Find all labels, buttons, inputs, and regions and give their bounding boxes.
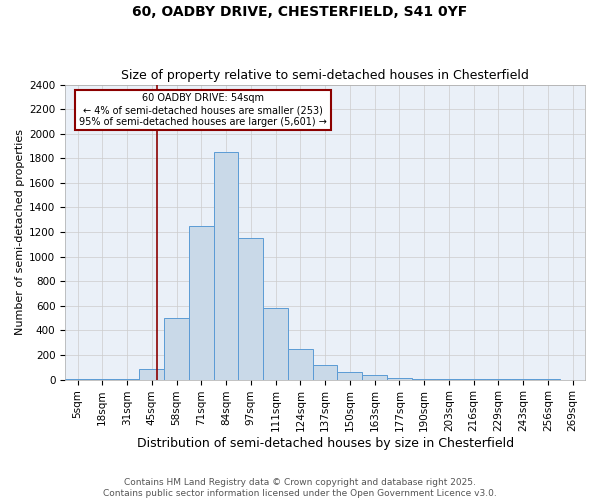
Bar (337, 372, 362, 380)
Bar (189, 226, 214, 380)
Text: 60, OADBY DRIVE, CHESTERFIELD, S41 0YF: 60, OADBY DRIVE, CHESTERFIELD, S41 0YF (133, 5, 467, 19)
Bar (362, 376, 387, 380)
Bar (214, 152, 238, 380)
Bar (412, 379, 436, 380)
Bar (313, 365, 337, 380)
Bar (263, 308, 288, 380)
Bar (238, 238, 263, 380)
Bar (436, 379, 461, 380)
Bar (139, 368, 164, 380)
Bar (387, 378, 412, 380)
Y-axis label: Number of semi-detached properties: Number of semi-detached properties (15, 129, 25, 335)
Bar (164, 318, 189, 380)
Title: Size of property relative to semi-detached houses in Chesterfield: Size of property relative to semi-detach… (121, 69, 529, 82)
Text: Contains HM Land Registry data © Crown copyright and database right 2025.
Contai: Contains HM Land Registry data © Crown c… (103, 478, 497, 498)
Text: 60 OADBY DRIVE: 54sqm
← 4% of semi-detached houses are smaller (253)
95% of semi: 60 OADBY DRIVE: 54sqm ← 4% of semi-detac… (79, 94, 327, 126)
X-axis label: Distribution of semi-detached houses by size in Chesterfield: Distribution of semi-detached houses by … (137, 437, 514, 450)
Bar (288, 349, 313, 380)
